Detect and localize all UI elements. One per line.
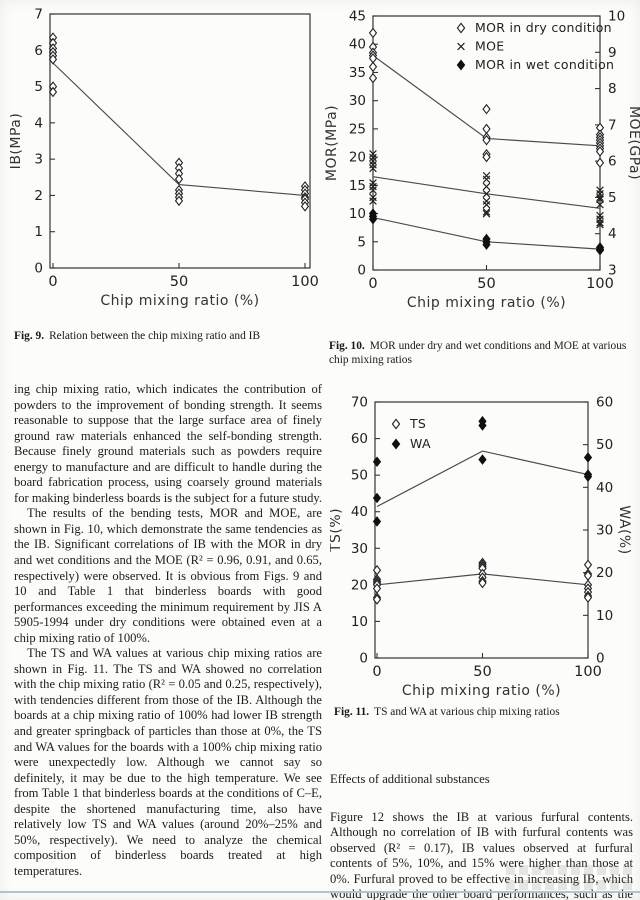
svg-text:50: 50 — [596, 437, 613, 453]
fig9-caption: Fig. 9. Relation between the chip mixing … — [10, 330, 322, 344]
fig11-caption: Fig. 11. TS and WA at various chip mixing… — [330, 706, 638, 720]
svg-text:20: 20 — [349, 150, 366, 166]
svg-text:45: 45 — [349, 9, 366, 25]
svg-text:40: 40 — [351, 504, 368, 520]
svg-text:0: 0 — [34, 261, 43, 277]
svg-text:50: 50 — [477, 276, 495, 292]
svg-text:0: 0 — [357, 263, 366, 279]
svg-text:5: 5 — [34, 79, 43, 95]
fig10-caption-label: Fig. 10. — [329, 340, 365, 352]
fig10-caption: Fig. 10. MOR under dry and wet conditions… — [325, 340, 640, 368]
svg-text:6: 6 — [34, 43, 43, 59]
svg-text:7: 7 — [608, 117, 617, 133]
svg-text:10: 10 — [596, 608, 613, 624]
fig11-caption-text: TS and WA at various chip mixing ratios — [374, 706, 560, 718]
fig9-caption-text: Relation between the chip mixing ratio a… — [49, 330, 261, 342]
svg-text:20: 20 — [351, 577, 368, 593]
svg-text:0: 0 — [596, 651, 605, 667]
body-paragraph: The results of the bending tests, MOR an… — [14, 506, 322, 645]
svg-text:15: 15 — [349, 178, 366, 194]
svg-text:70: 70 — [351, 395, 368, 411]
svg-text:9: 9 — [608, 45, 617, 61]
svg-text:4: 4 — [608, 226, 617, 242]
svg-text:4: 4 — [34, 115, 43, 131]
body-paragraph: The TS and WA values at various chip mix… — [14, 646, 322, 878]
fig11-chart: 0 10 20 30 40 50 60 70 0 10 20 30 40 50 60 0 50 100 TS(%) W… — [330, 395, 632, 700]
svg-text:35: 35 — [349, 65, 366, 81]
svg-text:0: 0 — [359, 651, 368, 667]
section-heading: Effects of additional substances — [330, 772, 490, 786]
svg-text:10: 10 — [349, 206, 366, 222]
svg-text:20: 20 — [596, 565, 613, 581]
svg-text:7: 7 — [34, 7, 43, 23]
left-column: ing chip mixing ratio, which indicates t… — [14, 382, 322, 880]
fig11-caption-label: Fig. 11. — [334, 706, 370, 718]
svg-text:Chip mixing ratio (%): Chip mixing ratio (%) — [407, 295, 566, 311]
figure-10: 0 5 10 15 20 25 30 35 40 45 3 4 5 6 7 8 9 10 0 50 100 MOR(MPa… — [325, 4, 640, 368]
svg-text:60: 60 — [351, 431, 368, 447]
fig9-caption-label: Fig. 9. — [14, 330, 45, 342]
svg-text:WA(%): WA(%) — [616, 505, 632, 554]
body-paragraph: ing chip mixing ratio, which indicates t… — [14, 382, 323, 505]
svg-text:30: 30 — [349, 93, 366, 109]
svg-text:5: 5 — [608, 190, 617, 206]
svg-text:10: 10 — [351, 614, 368, 630]
svg-text:30: 30 — [351, 541, 368, 557]
svg-text:MOE: MOE — [475, 39, 504, 54]
svg-text:0: 0 — [48, 274, 57, 290]
fig9-chart: 0 1 2 3 4 5 6 7 0 50 100 IB(MPa) Chip mixing ratio (… — [10, 7, 319, 310]
page-bottom-rule — [0, 891, 640, 893]
svg-text:100: 100 — [586, 276, 614, 292]
svg-text:MOE(GPa): MOE(GPa) — [626, 106, 640, 180]
svg-text:6: 6 — [608, 154, 617, 170]
svg-text:1: 1 — [34, 224, 43, 240]
svg-text:0: 0 — [368, 276, 377, 292]
figure-11: 0 10 20 30 40 50 60 70 0 10 20 30 40 50 60 0 50 100 TS(%) W… — [330, 386, 638, 720]
svg-text:IB(MPa): IB(MPa) — [10, 113, 24, 170]
figure-9: 0 1 2 3 4 5 6 7 0 50 100 IB(MPa) Chip mixing ratio (… — [10, 4, 322, 344]
svg-text:60: 60 — [596, 395, 613, 411]
svg-text:100: 100 — [291, 274, 319, 290]
right-column: Effects of additional substances Figure … — [330, 772, 633, 900]
svg-text:Chip mixing ratio (%): Chip mixing ratio (%) — [100, 293, 259, 309]
svg-text:40: 40 — [596, 480, 613, 496]
svg-text:3: 3 — [34, 152, 43, 168]
svg-text:50: 50 — [351, 468, 368, 484]
svg-text:40: 40 — [349, 37, 366, 53]
svg-text:8: 8 — [608, 81, 617, 97]
svg-text:5: 5 — [357, 234, 366, 250]
svg-text:25: 25 — [349, 121, 366, 137]
svg-text:50: 50 — [473, 664, 491, 680]
svg-text:100: 100 — [574, 664, 602, 680]
fig10-caption-text: MOR under dry and wet conditions and MOE… — [329, 340, 627, 366]
svg-text:TS: TS — [409, 416, 426, 431]
body-paragraph: Figure 12 shows the IB at various furfur… — [330, 809, 633, 900]
svg-text:MOR(MPa): MOR(MPa) — [325, 105, 340, 181]
svg-text:2: 2 — [34, 188, 43, 204]
svg-text:Chip mixing ratio (%): Chip mixing ratio (%) — [402, 683, 561, 699]
svg-text:MOR in dry condition: MOR in dry condition — [475, 20, 612, 35]
svg-text:10: 10 — [608, 9, 625, 25]
svg-text:3: 3 — [608, 263, 617, 279]
svg-text:TS(%): TS(%) — [330, 508, 344, 553]
svg-text:30: 30 — [596, 523, 613, 539]
svg-text:WA: WA — [410, 436, 431, 451]
svg-text:50: 50 — [170, 274, 188, 290]
svg-text:0: 0 — [372, 664, 381, 680]
svg-text:MOR in wet condition: MOR in wet condition — [475, 57, 614, 72]
